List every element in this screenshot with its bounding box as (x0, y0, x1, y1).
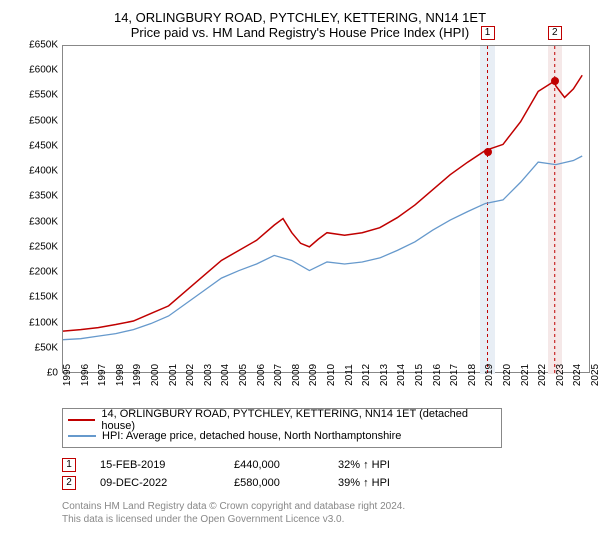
x-tick-label: 2005 (238, 364, 249, 386)
title-address: 14, ORLINGBURY ROAD, PYTCHLEY, KETTERING… (10, 10, 590, 25)
x-tick-label: 2001 (168, 364, 179, 386)
y-tick-label: £600K (29, 65, 58, 76)
y-tick-label: £350K (29, 191, 58, 202)
x-tick-label: 2025 (590, 364, 600, 386)
series-line (63, 75, 582, 331)
x-tick-label: 2012 (361, 364, 372, 386)
y-tick-label: £400K (29, 166, 58, 177)
footer-line1: Contains HM Land Registry data © Crown c… (62, 500, 590, 513)
x-tick-label: 2007 (273, 364, 284, 386)
x-tick-label: 1998 (115, 364, 126, 386)
x-tick-label: 2016 (432, 364, 443, 386)
x-tick-label: 2020 (502, 364, 513, 386)
x-tick-label: 2004 (220, 364, 231, 386)
y-tick-label: £450K (29, 140, 58, 151)
x-tick-label: 2003 (203, 364, 214, 386)
x-tick-label: 2014 (396, 364, 407, 386)
sale-num-box: 1 (62, 458, 76, 472)
x-tick-label: 2021 (520, 364, 531, 386)
y-tick-label: £300K (29, 216, 58, 227)
x-tick-label: 2018 (467, 364, 478, 386)
x-tick-label: 2002 (185, 364, 196, 386)
legend-swatch (68, 435, 96, 437)
sale-marker-label: 1 (481, 26, 495, 40)
sales-table: 1 15-FEB-2019 £440,000 32% ↑ HPI 2 09-DEC-202… (62, 456, 590, 492)
sales-row: 1 15-FEB-2019 £440,000 32% ↑ HPI (62, 456, 590, 474)
series-line (63, 156, 582, 340)
x-tick-label: 2011 (344, 364, 355, 386)
y-tick-label: £0 (47, 368, 58, 379)
x-tick-label: 2017 (449, 364, 460, 386)
legend-swatch (68, 419, 95, 421)
y-tick-label: £650K (29, 40, 58, 51)
footer-line2: This data is licensed under the Open Gov… (62, 513, 590, 526)
x-tick-label: 2009 (308, 364, 319, 386)
sale-marker-dot (551, 77, 559, 85)
x-tick-label: 1997 (97, 364, 108, 386)
x-tick-label: 2008 (291, 364, 302, 386)
plot-region: 12 (62, 45, 590, 373)
y-tick-label: £250K (29, 241, 58, 252)
chart-area: 12 £0 £50K £100K £150K £200K £250K £300K £350K £… (20, 45, 590, 403)
x-tick-label: 1995 (62, 364, 73, 386)
x-tick-label: 1999 (132, 364, 143, 386)
sale-delta: 39% ↑ HPI (338, 477, 390, 489)
x-tick-label: 2010 (326, 364, 337, 386)
legend-label: HPI: Average price, detached house, Nort… (102, 430, 401, 442)
sale-marker-dot (484, 148, 492, 156)
x-tick-label: 2019 (484, 364, 495, 386)
sales-row: 2 09-DEC-2022 £580,000 39% ↑ HPI (62, 474, 590, 492)
sale-price: £580,000 (234, 477, 314, 489)
footer: Contains HM Land Registry data © Crown c… (62, 500, 590, 526)
sale-price: £440,000 (234, 459, 314, 471)
y-tick-label: £150K (29, 292, 58, 303)
y-tick-label: £100K (29, 317, 58, 328)
y-tick-label: £500K (29, 115, 58, 126)
title-subtitle: Price paid vs. HM Land Registry's House … (10, 25, 590, 40)
y-tick-label: £50K (35, 342, 58, 353)
x-tick-label: 2000 (150, 364, 161, 386)
x-tick-label: 2015 (414, 364, 425, 386)
line-chart-svg (63, 46, 591, 374)
sale-date: 09-DEC-2022 (100, 477, 210, 489)
sale-date: 15-FEB-2019 (100, 459, 210, 471)
sale-num-box: 2 (62, 476, 76, 490)
x-tick-label: 2013 (379, 364, 390, 386)
x-tick-label: 2022 (537, 364, 548, 386)
x-tick-label: 2024 (572, 364, 583, 386)
legend-label: 14, ORLINGBURY ROAD, PYTCHLEY, KETTERING… (101, 408, 496, 432)
y-tick-label: £550K (29, 90, 58, 101)
legend-row: 14, ORLINGBURY ROAD, PYTCHLEY, KETTERING… (68, 412, 496, 428)
chart-title: 14, ORLINGBURY ROAD, PYTCHLEY, KETTERING… (10, 10, 590, 40)
sale-delta: 32% ↑ HPI (338, 459, 390, 471)
legend-box: 14, ORLINGBURY ROAD, PYTCHLEY, KETTERING… (62, 408, 502, 448)
sale-marker-label: 2 (548, 26, 562, 40)
y-tick-label: £200K (29, 267, 58, 278)
x-tick-label: 1996 (80, 364, 91, 386)
x-tick-label: 2023 (555, 364, 566, 386)
x-tick-label: 2006 (256, 364, 267, 386)
